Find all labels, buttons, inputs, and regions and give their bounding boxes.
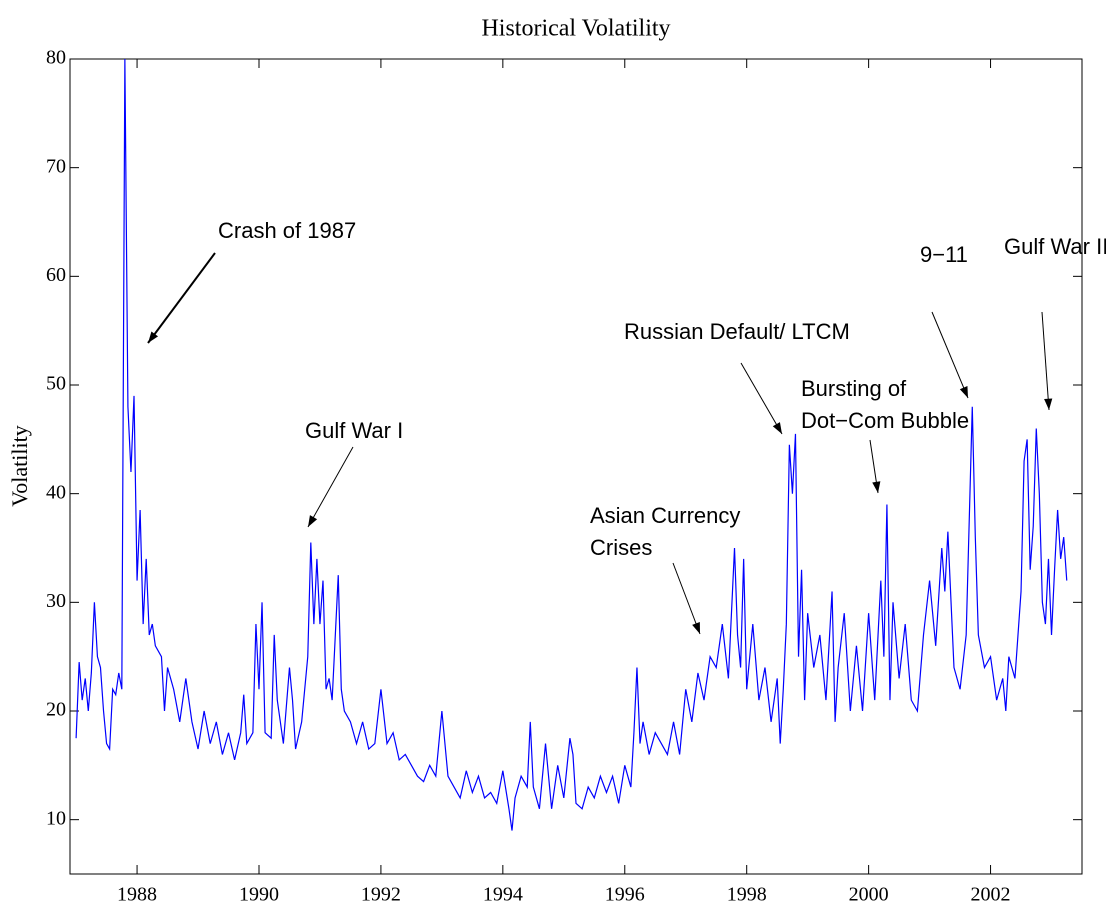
annotation-arrowhead — [308, 515, 318, 527]
annotation-text: Asian Currency — [590, 503, 740, 528]
annotation-text: Crises — [590, 535, 652, 560]
x-tick-label: 2000 — [849, 884, 889, 906]
x-tick-label: 1990 — [239, 884, 279, 906]
y-tick-label: 60 — [46, 264, 66, 286]
annotation-text: 9−11 — [920, 242, 968, 267]
annotation-arrow — [931, 311, 969, 399]
annotation-arrowhead — [692, 622, 700, 634]
plot-frame — [69, 58, 1083, 875]
annotation-arrowhead — [872, 481, 881, 493]
annotation-text: Crash of 1987 — [218, 218, 356, 243]
annotation-arrowhead — [1044, 398, 1053, 410]
annotation-text: Gulf War I — [305, 418, 403, 443]
x-tick-label: 2002 — [971, 884, 1011, 906]
x-tick-label: 1994 — [483, 884, 523, 906]
annotation-text: Russian Default/ LTCM — [624, 319, 850, 344]
y-tick-label: 30 — [46, 590, 66, 612]
data-line — [75, 59, 1068, 831]
y-tick-label: 10 — [46, 807, 66, 829]
annotation-arrow — [147, 252, 216, 344]
y-tick-label: 70 — [46, 155, 66, 177]
y-axis-label: Volatility — [7, 425, 32, 507]
annotation-arrow — [672, 562, 701, 635]
y-tick-label: 50 — [46, 373, 66, 395]
chart-title: Historical Volatility — [481, 16, 670, 42]
y-tick-label: 20 — [46, 699, 66, 721]
x-tick-label: 1998 — [727, 884, 767, 906]
annotation-arrow — [740, 362, 783, 435]
annotation-text: Bursting of — [801, 376, 907, 401]
annotation-arrowhead — [148, 331, 159, 343]
x-tick-label: 1988 — [117, 884, 157, 906]
y-tick-label: 80 — [46, 47, 66, 69]
annotation-arrowhead — [959, 386, 968, 398]
annotation-text: Dot−Com Bubble — [801, 408, 969, 433]
annotation-arrow — [307, 446, 354, 528]
annotation-arrow — [1041, 311, 1050, 411]
annotation-text: Gulf War II — [1004, 234, 1106, 259]
annotation-arrowhead — [772, 422, 782, 434]
x-tick-label: 1992 — [361, 884, 401, 906]
x-tick-label: 1996 — [605, 884, 645, 906]
y-tick-label: 40 — [46, 481, 66, 503]
